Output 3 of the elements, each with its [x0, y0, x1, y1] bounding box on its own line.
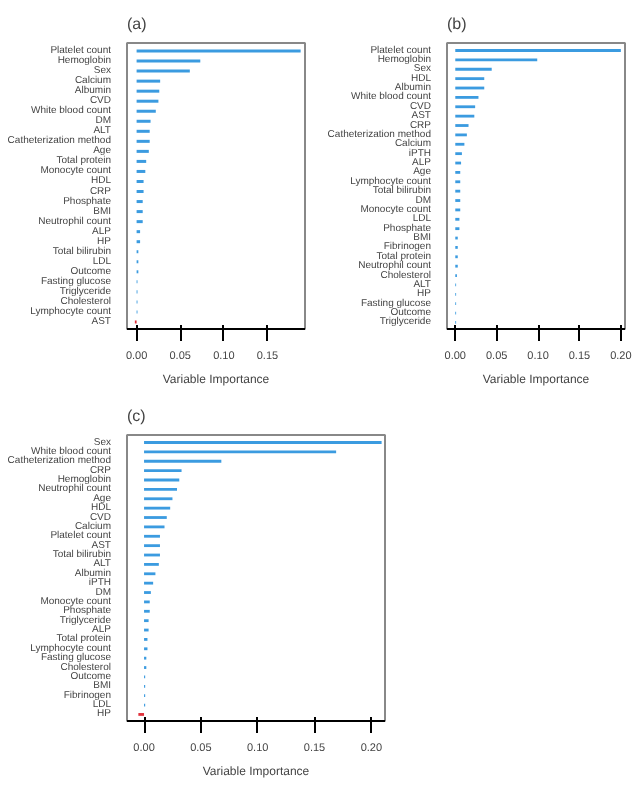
chart-title: (a) — [127, 15, 148, 33]
chart-title: (c) — [127, 407, 147, 425]
chart-title: (b) — [447, 15, 468, 33]
